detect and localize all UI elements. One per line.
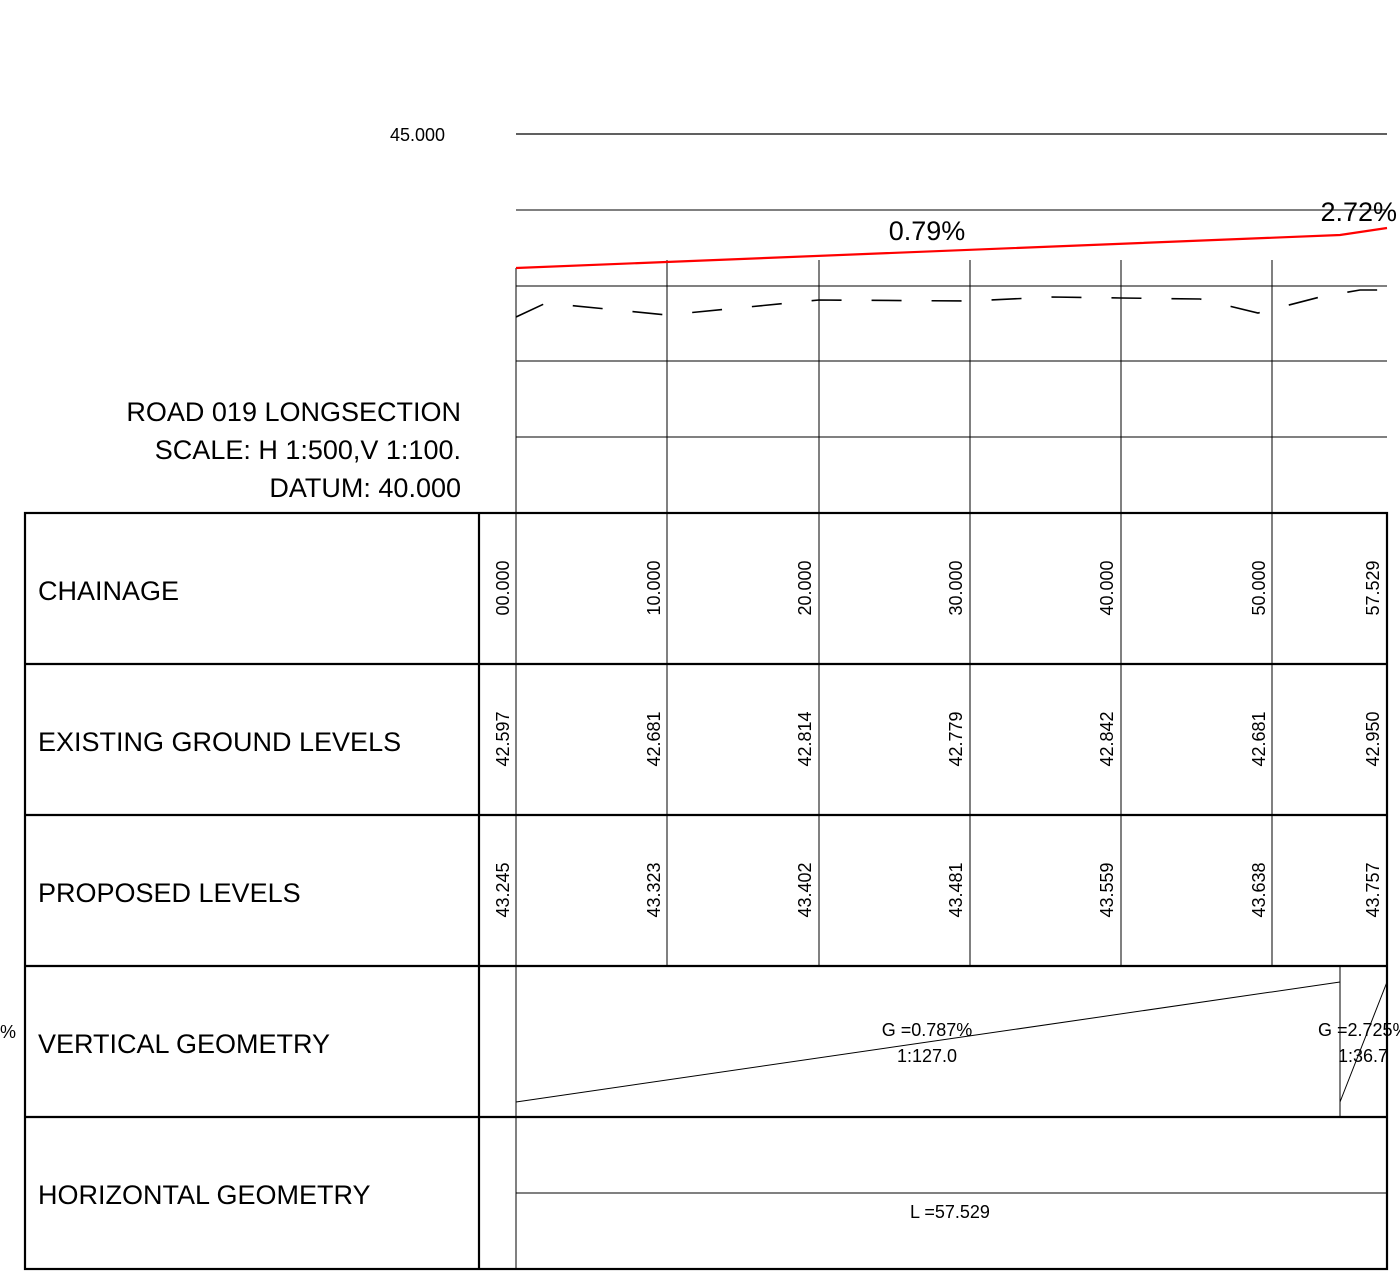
station-existing-value: 42.950 [1363,711,1383,766]
station-proposed-value: 43.757 [1363,862,1383,917]
title-line-2: SCALE: H 1:500,V 1:100. [155,435,461,465]
station-chainage-value: 10.000 [644,560,664,615]
title-line-3: DATUM: 40.000 [269,473,461,503]
station-proposed-value: 43.245 [493,862,513,917]
title-line-1: ROAD 019 LONGSECTION [126,397,461,427]
row-label-proposed: PROPOSED LEVELS [38,878,301,908]
station-chainage-value: 40.000 [1097,560,1117,615]
left-edge-fragment: % [0,1022,16,1042]
row-label-vertical: VERTICAL GEOMETRY [38,1029,330,1059]
vertical-geometry: G =0.787% 1:127.0 G =2.725% 1:36.7 [515,966,1400,1117]
grade-label-main: 0.79% [889,216,966,246]
level-label-45: 45.000 [390,125,445,145]
grade-diagram-main [515,981,1341,1103]
vg-main-ratio: 1:127.0 [897,1046,957,1066]
station-existing-value: 42.779 [946,711,966,766]
station-proposed-value: 43.481 [946,862,966,917]
station-existing-value: 42.842 [1097,711,1117,766]
vg-main-grade: G =0.787% [882,1020,973,1040]
row-label-horizontal: HORIZONTAL GEOMETRY [38,1180,371,1210]
row-label-existing: EXISTING GROUND LEVELS [38,727,401,757]
station-proposed-value: 43.323 [644,862,664,917]
hg-length: L =57.529 [910,1202,990,1222]
station-chainage-value: 57.529 [1363,560,1383,615]
profile-area: 45.000 0.79% 2.72% [390,125,1397,513]
station-chainage-value: 20.000 [795,560,815,615]
horizontal-geometry: L =57.529 [516,1192,1387,1222]
station-chainage-value: 00.000 [493,560,513,615]
proposed-level-line [515,226,1388,270]
row-label-chainage: CHAINAGE [38,576,179,606]
station-proposed-value: 43.559 [1097,862,1117,917]
station-proposed-value: 43.638 [1249,862,1269,917]
station-chainage-value: 50.000 [1249,560,1269,615]
station-existing-value: 42.681 [1249,711,1269,766]
vg-end-ratio: 1:36.7 [1338,1046,1388,1066]
station-existing-value: 42.814 [795,711,815,766]
vg-end-grade: G =2.725% [1318,1020,1400,1040]
station-proposed-value: 43.402 [795,862,815,917]
title-block: ROAD 019 LONGSECTION SCALE: H 1:500,V 1:… [126,397,461,503]
station-existing-value: 42.597 [493,711,513,766]
station-chainage-value: 30.000 [946,560,966,615]
existing-ground-line [515,289,1387,318]
data-table: CHAINAGE EXISTING GROUND LEVELS PROPOSED… [23,511,1400,1271]
station-existing-value: 42.681 [644,711,664,766]
grade-label-end: 2.72% [1320,197,1397,227]
table-frame [23,511,1389,1271]
grade-diagram-end [1339,981,1388,1103]
